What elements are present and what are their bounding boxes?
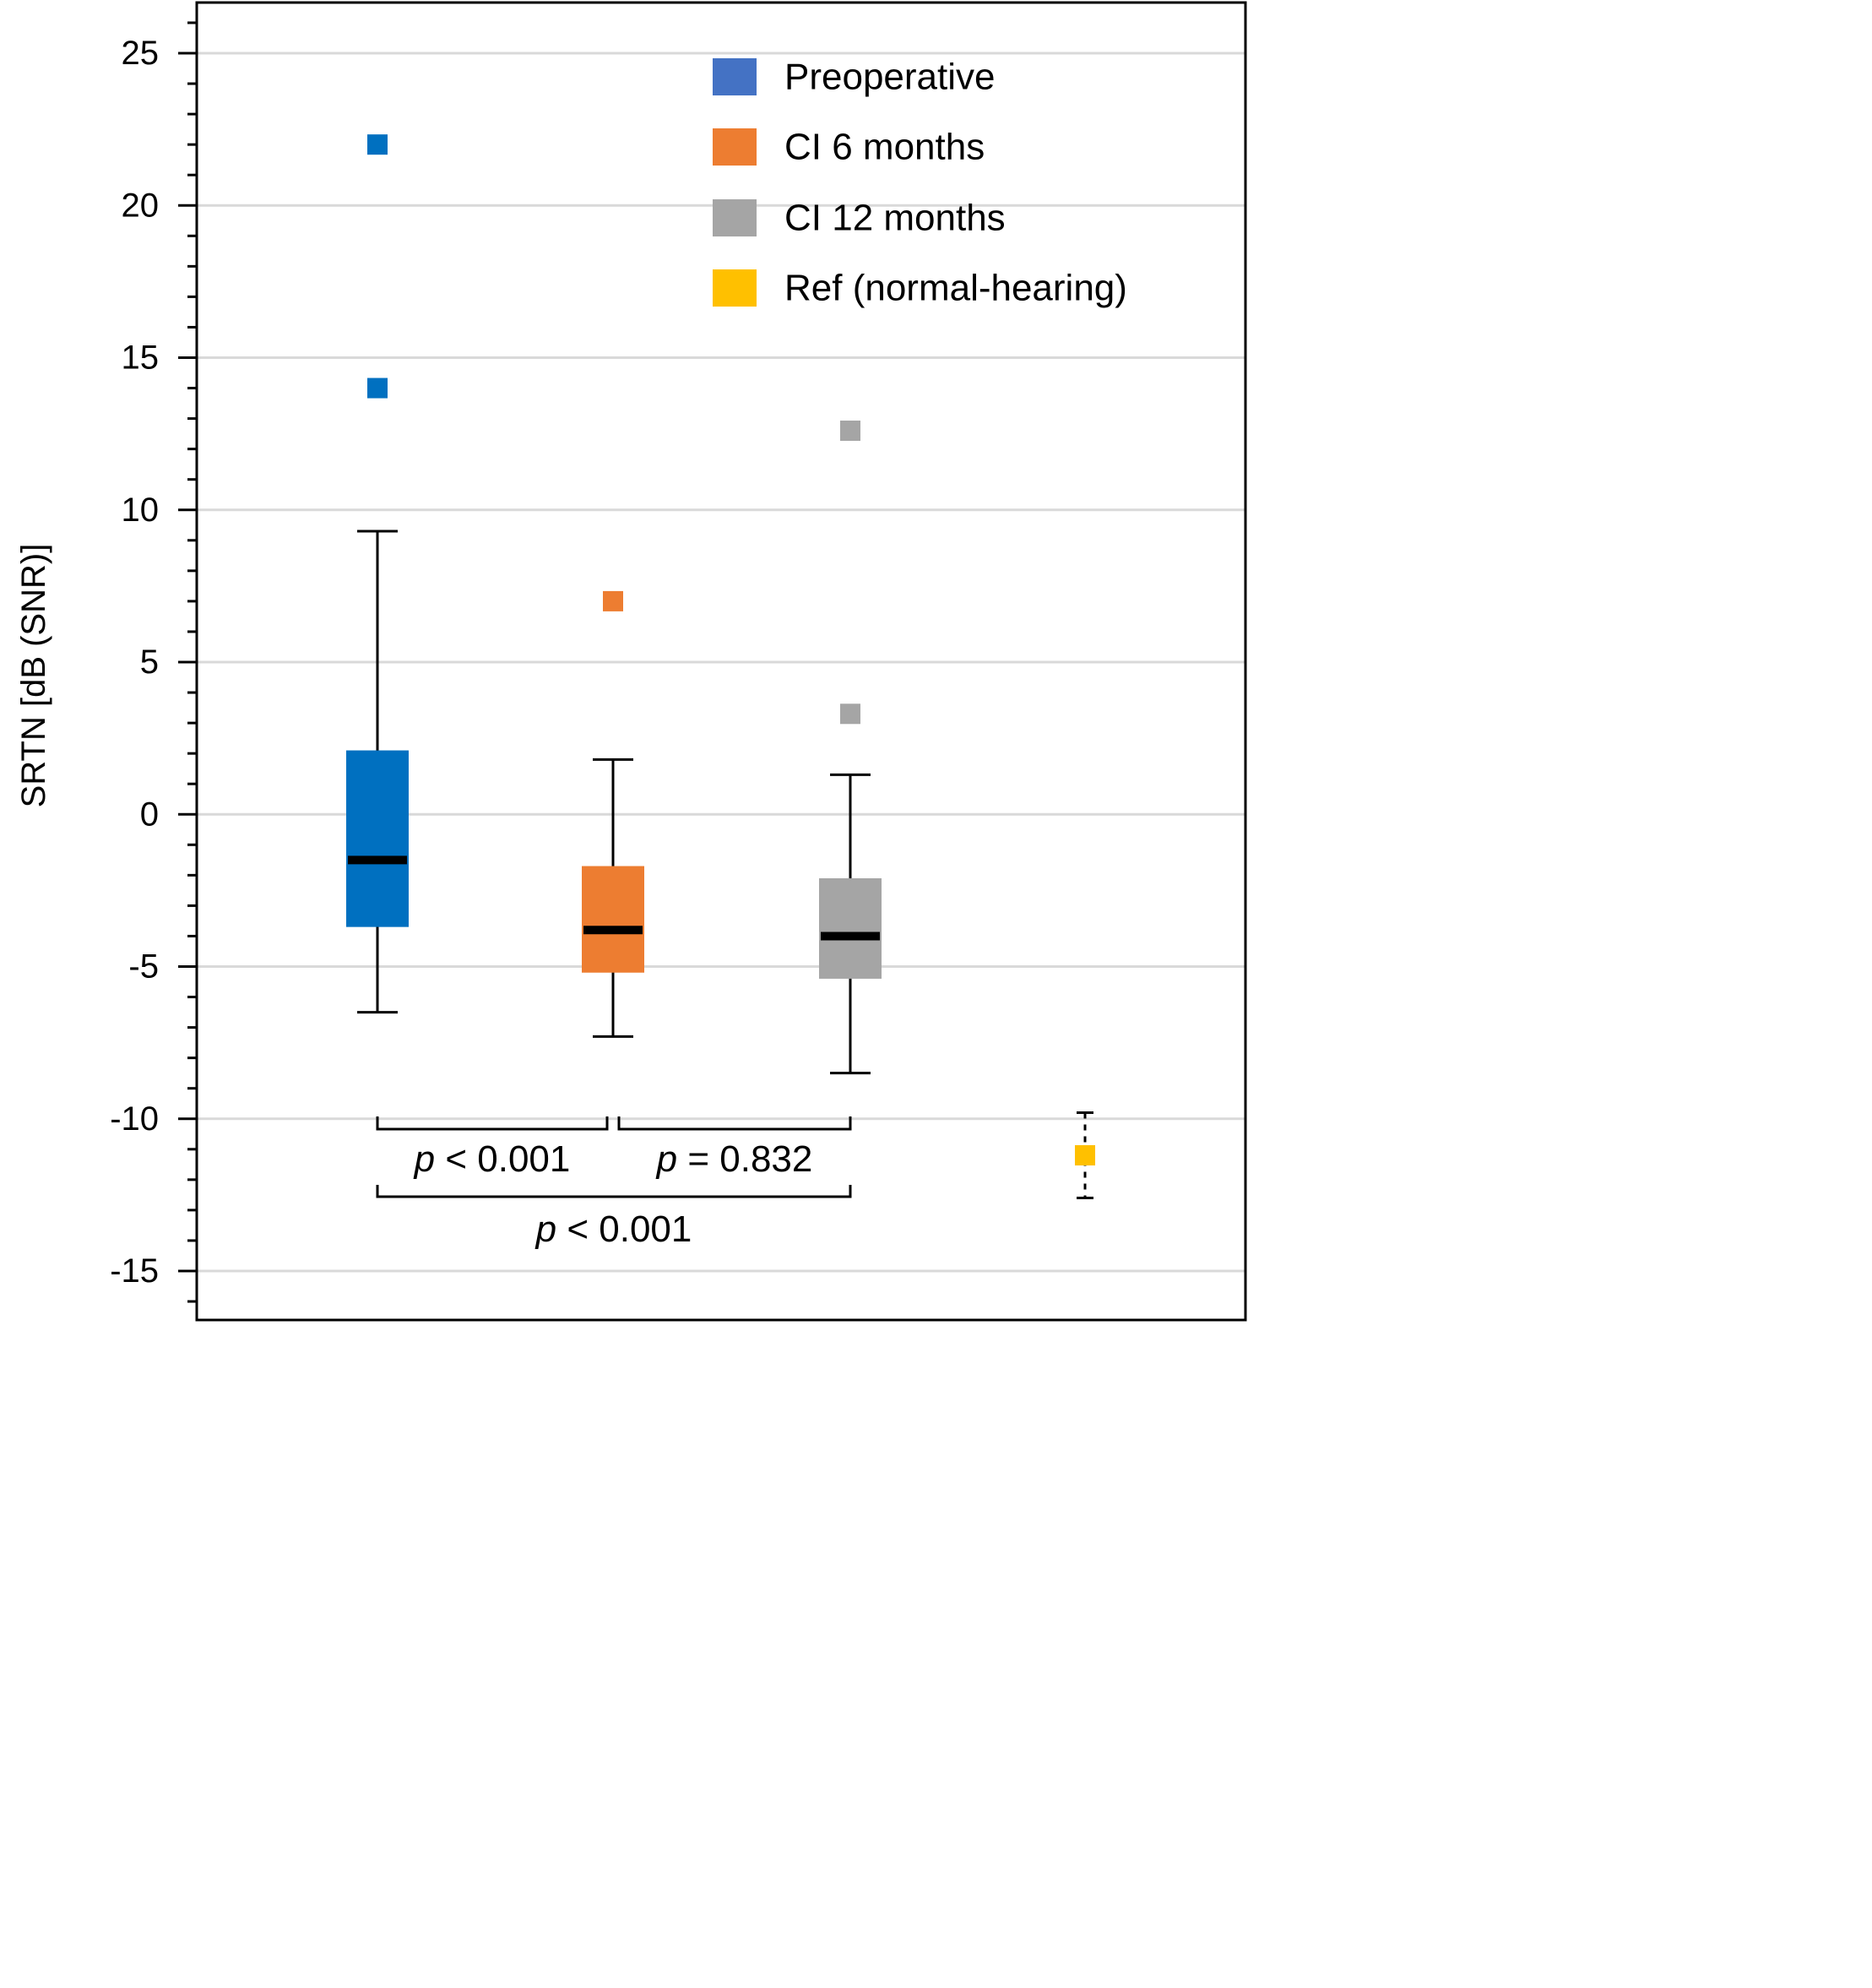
series-preoperative <box>346 134 409 1014</box>
outlier-point <box>840 703 860 725</box>
legend-item: CI 12 months <box>713 198 1006 239</box>
legend-label: CI 12 months <box>784 198 1006 239</box>
median-point <box>1075 1145 1095 1166</box>
y-tick-label: -15 <box>110 1252 159 1290</box>
p-symbol: p <box>413 1138 435 1180</box>
legend: Preoperative CI 6 months CI 12 months Ref (… <box>713 57 1127 309</box>
legend-label: Preoperative <box>784 57 995 98</box>
p-value-text: < 0.001 <box>556 1209 692 1250</box>
y-tick-label: -10 <box>110 1100 159 1138</box>
comparison-bracket: p = 0.832 <box>617 1116 852 1180</box>
legend-swatch <box>713 58 757 95</box>
y-axis: 25 20 15 10 5 0 -5 -10 -15 <box>110 21 197 1303</box>
y-tick-label: 0 <box>140 796 159 833</box>
y-tick-label: 20 <box>122 187 160 224</box>
box-series <box>346 134 1095 1199</box>
series-ci-12-months <box>819 421 882 1075</box>
legend-label: Ref (normal-hearing) <box>784 268 1127 309</box>
legend-swatch <box>713 269 757 307</box>
series-ref-normal-hearing- <box>1075 1111 1095 1199</box>
p-value-text: = 0.832 <box>677 1138 812 1180</box>
box-iqr <box>346 750 409 927</box>
y-tick-label: 10 <box>122 492 160 529</box>
y-axis-title: SRTN [dB (SNR)] <box>15 544 52 808</box>
series-ci-6-months <box>582 590 644 1038</box>
bracket-line <box>617 1116 852 1131</box>
box-iqr <box>582 866 644 973</box>
p-symbol: p <box>655 1138 677 1180</box>
outlier-point <box>367 134 388 155</box>
p-value-label: p < 0.001 <box>534 1209 692 1250</box>
legend-label: CI 6 months <box>784 127 985 168</box>
comparison-bracket: p < 0.001 <box>376 1116 609 1180</box>
bracket-line <box>376 1185 852 1198</box>
outlier-point <box>840 421 860 442</box>
plot-frame <box>195 1 1247 1322</box>
legend-item: CI 6 months <box>713 127 985 168</box>
p-symbol: p <box>534 1209 556 1250</box>
legend-item: Ref (normal-hearing) <box>713 268 1127 309</box>
outlier-point <box>367 378 388 399</box>
bracket-line <box>376 1116 609 1131</box>
comparison-bracket: p < 0.001 <box>376 1185 852 1250</box>
y-tick-label: 5 <box>140 644 159 681</box>
outlier-point <box>603 590 623 611</box>
y-tick-label: 25 <box>122 35 160 72</box>
y-tick-label: -5 <box>128 948 159 986</box>
p-value-label: p < 0.001 <box>413 1138 571 1180</box>
legend-swatch <box>713 199 757 236</box>
legend-swatch <box>713 128 757 166</box>
y-tick-label: 15 <box>122 339 160 377</box>
legend-item: Preoperative <box>713 57 995 98</box>
box-iqr <box>819 877 882 979</box>
p-value-label: p = 0.832 <box>655 1138 813 1180</box>
p-value-text: < 0.001 <box>435 1138 570 1180</box>
